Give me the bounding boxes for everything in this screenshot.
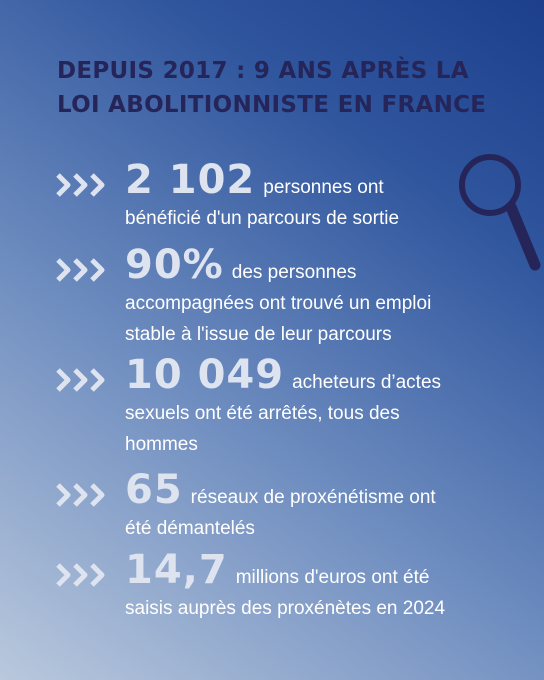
stat-text: réseaux de proxénétisme ont — [190, 487, 436, 508]
title-line: LOI ABOLITIONNISTE EN FRANCE — [57, 92, 487, 118]
chevrons-icon — [56, 483, 105, 507]
stat-text: été démantelés — [125, 518, 255, 539]
stat-number: 65 — [125, 467, 183, 513]
stat-text: accompagnées ont trouvé un emploi — [125, 293, 432, 314]
stat-number: 10 049 — [125, 352, 285, 398]
chevrons-icon — [56, 258, 105, 282]
stat-text: stable à l'issue de leur parcours — [125, 324, 392, 345]
stat-text: sexuels ont été arrêtés, tous des — [125, 403, 400, 424]
stat-text: des personnes — [231, 262, 357, 283]
stat-text: hommes — [125, 434, 198, 455]
stat-item: 2 102 personnes ont bénéficié d'un parcour… — [125, 160, 399, 234]
stat-text: acheteurs d’actes — [292, 372, 442, 393]
stat-item: 10 049 acheteurs d’actes sexuels ont été a… — [125, 355, 441, 460]
stat-text: personnes ont — [263, 177, 384, 198]
chevrons-icon — [56, 173, 105, 197]
stat-line: 10 049 acheteurs d’actes — [125, 355, 441, 398]
chevrons-icon — [56, 563, 105, 587]
stat-line: 90% des personnes — [125, 245, 431, 288]
stat-number: 90% — [125, 242, 224, 288]
stat-text: bénéficié d'un parcours de sortie — [125, 208, 400, 229]
stat-number: 2 102 — [125, 157, 256, 203]
stat-item: 14,7 millions d'euros ont été saisis auprè… — [125, 550, 445, 624]
stat-line: 14,7 millions d'euros ont été — [125, 550, 445, 593]
stat-line: 65 réseaux de proxénétisme ont — [125, 470, 436, 513]
stat-number: 14,7 — [125, 547, 228, 593]
stat-item: 90% des personnes accompagnées ont trouvé … — [125, 245, 431, 350]
stat-line: 2 102 personnes ont — [125, 160, 399, 203]
stat-item: 65 réseaux de proxénétisme ont été démante… — [125, 470, 436, 544]
chevrons-icon — [56, 368, 105, 392]
stat-text: saisis auprès des proxénètes en 2024 — [125, 598, 446, 619]
magnifier-icon — [459, 154, 541, 271]
title-line: DEPUIS 2017 : 9 ANS APRÈS LA — [57, 58, 469, 84]
stat-text: millions d'euros ont été — [235, 567, 430, 588]
